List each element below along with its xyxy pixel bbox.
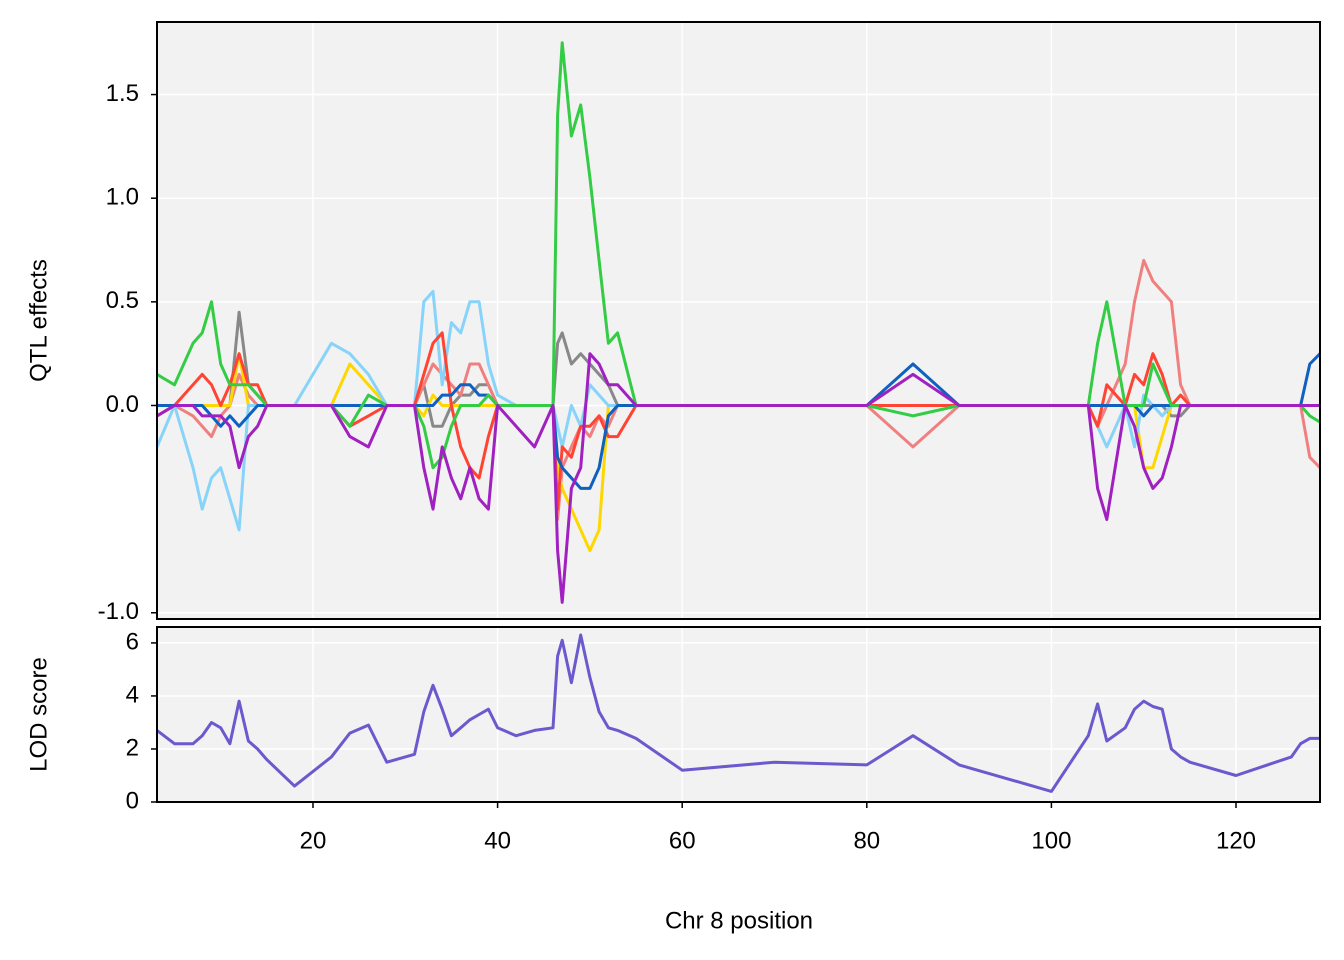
y-tick-label: 2 [126,734,139,761]
y-tick-label: 1.0 [106,184,139,211]
y-tick-label: 0.0 [106,391,139,418]
y-axis-label: QTL effects [25,259,52,382]
x-tick-label: 20 [300,827,327,854]
series-line [156,41,1321,470]
x-tick-label: 100 [1031,827,1071,854]
y-tick-label: 0 [126,787,139,814]
x-tick-label: 60 [669,827,696,854]
y-tick-label: 6 [126,628,139,655]
x-axis-label: Chr 8 position [665,907,813,934]
y-tick-label: 1.5 [106,80,139,107]
y-axis-label: LOD score [25,657,52,772]
plot-border [156,626,1321,803]
plot-background [157,627,1320,802]
x-tick-label: 40 [484,827,511,854]
y-tick-label: -1.0 [98,598,139,625]
series-line [156,633,1320,793]
y-tick-label: 0.5 [106,287,139,314]
x-tick-label: 80 [853,827,880,854]
plot-border [156,21,1321,620]
plot-background [157,22,1320,619]
x-tick-label: 120 [1216,827,1256,854]
y-tick-label: 4 [126,681,139,708]
series-line [156,352,1320,604]
